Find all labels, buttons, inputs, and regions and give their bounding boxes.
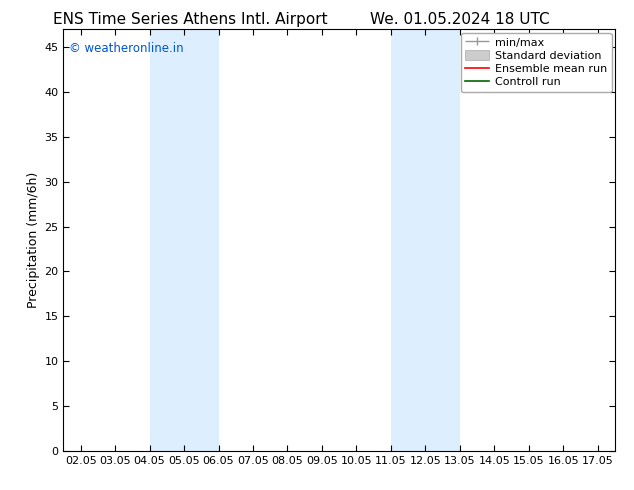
Legend: min/max, Standard deviation, Ensemble mean run, Controll run: min/max, Standard deviation, Ensemble me… [460,33,612,92]
Bar [150,29,219,451]
Text: © weatheronline.in: © weatheronline.in [69,42,183,55]
Bar [391,29,460,451]
Text: We. 01.05.2024 18 UTC: We. 01.05.2024 18 UTC [370,12,550,27]
Text: ENS Time Series Athens Intl. Airport: ENS Time Series Athens Intl. Airport [53,12,328,27]
Y-axis label: Precipitation (mm/6h): Precipitation (mm/6h) [27,172,40,308]
